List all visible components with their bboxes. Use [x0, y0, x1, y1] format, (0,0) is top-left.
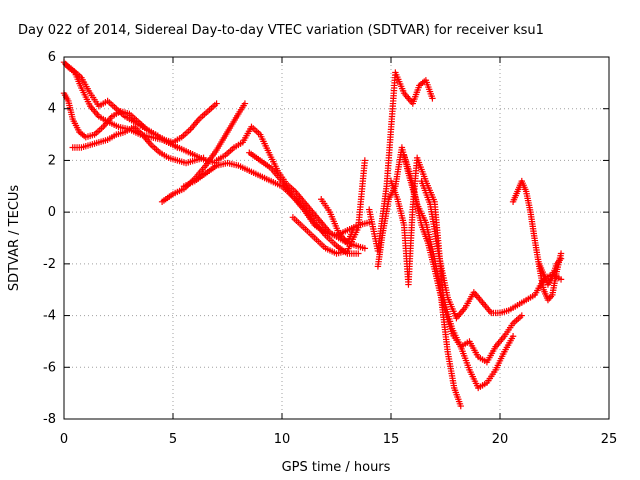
- chart-title: Day 022 of 2014, Sidereal Day-to-day VTE…: [18, 23, 544, 38]
- y-tick-label: 4: [48, 102, 56, 117]
- series-16-markers: [509, 177, 565, 304]
- x-tick-label: 15: [383, 432, 400, 447]
- series-6: [180, 159, 362, 257]
- series-10: [318, 196, 358, 247]
- y-axis: -8 -6 -4 -2 0 2 4 6: [43, 50, 609, 427]
- series-15-markers: [418, 177, 565, 322]
- plot-frame: [63, 56, 610, 420]
- series-4: [62, 61, 181, 151]
- x-tick-label: 25: [601, 432, 618, 447]
- series-17: [536, 255, 565, 288]
- y-tick-label: -8: [43, 412, 56, 427]
- y-tick-label: -4: [43, 309, 56, 324]
- y-tick-label: 0: [48, 205, 56, 220]
- x-tick-label: 10: [274, 432, 291, 447]
- series-10-markers: [318, 196, 358, 247]
- x-axis-label: GPS time / hours: [282, 460, 391, 475]
- grid: [64, 57, 609, 419]
- y-tick-label: -2: [43, 257, 56, 272]
- series-15: [418, 177, 565, 322]
- series-14: [400, 152, 525, 366]
- x-axis: 0 5 10 15 20 25: [60, 57, 617, 447]
- series-13-markers: [387, 154, 517, 392]
- series-9-markers: [289, 157, 369, 257]
- x-tick-label: 20: [492, 432, 509, 447]
- data-markers: [60, 58, 565, 410]
- series-1-markers: [60, 58, 220, 167]
- series-14-markers: [400, 152, 525, 366]
- series-16: [509, 177, 565, 304]
- x-tick-label: 5: [169, 432, 177, 447]
- series-3-markers: [69, 123, 207, 167]
- y-tick-label: 2: [48, 153, 56, 168]
- series-4-markers: [62, 61, 181, 151]
- series-9: [289, 157, 369, 257]
- series-1: [60, 58, 220, 167]
- series-17-markers: [536, 255, 565, 288]
- y-tick-label: 6: [48, 50, 56, 65]
- y-tick-label: -6: [43, 360, 56, 375]
- series-13: [387, 154, 517, 392]
- series-3: [69, 123, 207, 167]
- y-axis-label: SDTVAR / TECUs: [7, 185, 22, 292]
- series-6-markers: [180, 159, 362, 257]
- x-tick-label: 0: [60, 432, 68, 447]
